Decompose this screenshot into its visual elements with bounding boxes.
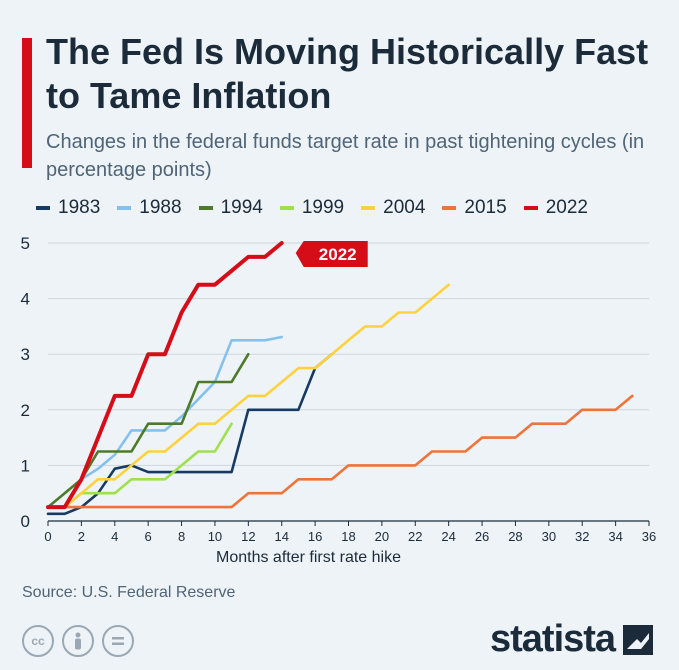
x-tick-label: 6	[145, 529, 152, 544]
legend-swatch	[36, 206, 50, 210]
chart-subtitle: Changes in the federal funds target rate…	[46, 131, 645, 181]
attribution-icon[interactable]	[62, 625, 94, 657]
legend-item-2015: 2015	[442, 197, 507, 219]
legend-label: 2004	[383, 197, 426, 218]
chart-title: The Fed Is Moving Historically Fast to T…	[46, 31, 649, 116]
legend-swatch	[523, 206, 538, 210]
x-tick-label: 20	[375, 529, 389, 544]
no-derivatives-icon[interactable]	[102, 625, 134, 657]
x-tick-label: 12	[241, 529, 255, 544]
series-line-2015	[46, 394, 634, 509]
statista-brand[interactable]: statista	[490, 618, 654, 661]
x-tick-label: 30	[542, 529, 556, 544]
x-tick-label: 14	[274, 529, 288, 544]
series-line-1983	[46, 352, 334, 516]
x-tick-label: 34	[608, 529, 622, 544]
annotation-label: 2022	[319, 245, 357, 264]
legend-label: 2015	[464, 197, 507, 218]
legend-label: 1999	[301, 197, 345, 218]
legend-swatch	[198, 206, 213, 210]
x-axis-label: Months after first rate hike	[216, 549, 401, 566]
annotation-tag	[295, 241, 368, 267]
legend-swatch	[361, 206, 376, 210]
x-tick-label: 2	[78, 529, 85, 544]
series-line-2004	[46, 283, 450, 509]
x-tick-label: 26	[475, 529, 489, 544]
title-accent-bar	[22, 38, 32, 168]
brand-wordmark: statista	[490, 618, 616, 660]
legend-label: 2022	[545, 197, 588, 218]
x-tick-label: 28	[508, 529, 522, 544]
y-tick-label: 4	[21, 290, 30, 309]
legend-label: 1988	[139, 197, 182, 218]
series-line-2022	[46, 241, 284, 510]
legend-swatch	[117, 206, 132, 210]
legend-swatch	[442, 206, 457, 210]
legend-item-1988: 1988	[117, 197, 182, 219]
x-tick-label: 8	[178, 529, 185, 544]
legend-item-2004: 2004	[361, 197, 425, 219]
legend-item-1994: 1994	[198, 197, 263, 219]
x-tick-label: 10	[208, 529, 222, 544]
y-tick-label: 3	[21, 345, 30, 364]
x-tick-label: 22	[408, 529, 422, 544]
license-icons: cc	[22, 625, 142, 657]
x-tick-label: 32	[575, 529, 589, 544]
y-tick-label: 1	[21, 456, 30, 475]
x-tick-label: 36	[642, 529, 656, 544]
legend-item-1999: 1999	[279, 197, 345, 219]
x-tick-label: 0	[44, 529, 51, 544]
x-tick-label: 16	[308, 529, 322, 544]
legend-label: 1994	[220, 197, 263, 218]
legend-swatch	[279, 206, 294, 210]
legend-item-1983: 1983	[36, 197, 100, 219]
cc-icon[interactable]: cc	[22, 625, 54, 657]
y-tick-label: 2	[21, 401, 30, 420]
y-tick-label: 0	[21, 512, 30, 531]
legend-item-2022: 2022	[523, 197, 588, 219]
x-tick-label: 24	[441, 529, 455, 544]
source-note: Source: U.S. Federal Reserve	[22, 584, 236, 601]
y-tick-label: 5	[21, 234, 30, 253]
chart-legend: 1983 1988 1994 1999 2004 2015 2022	[36, 195, 605, 221]
statista-logo-icon	[623, 624, 654, 655]
legend-label: 1983	[58, 197, 101, 218]
x-tick-label: 18	[341, 529, 355, 544]
series-line-1988	[46, 335, 283, 509]
x-tick-label: 4	[111, 529, 118, 544]
